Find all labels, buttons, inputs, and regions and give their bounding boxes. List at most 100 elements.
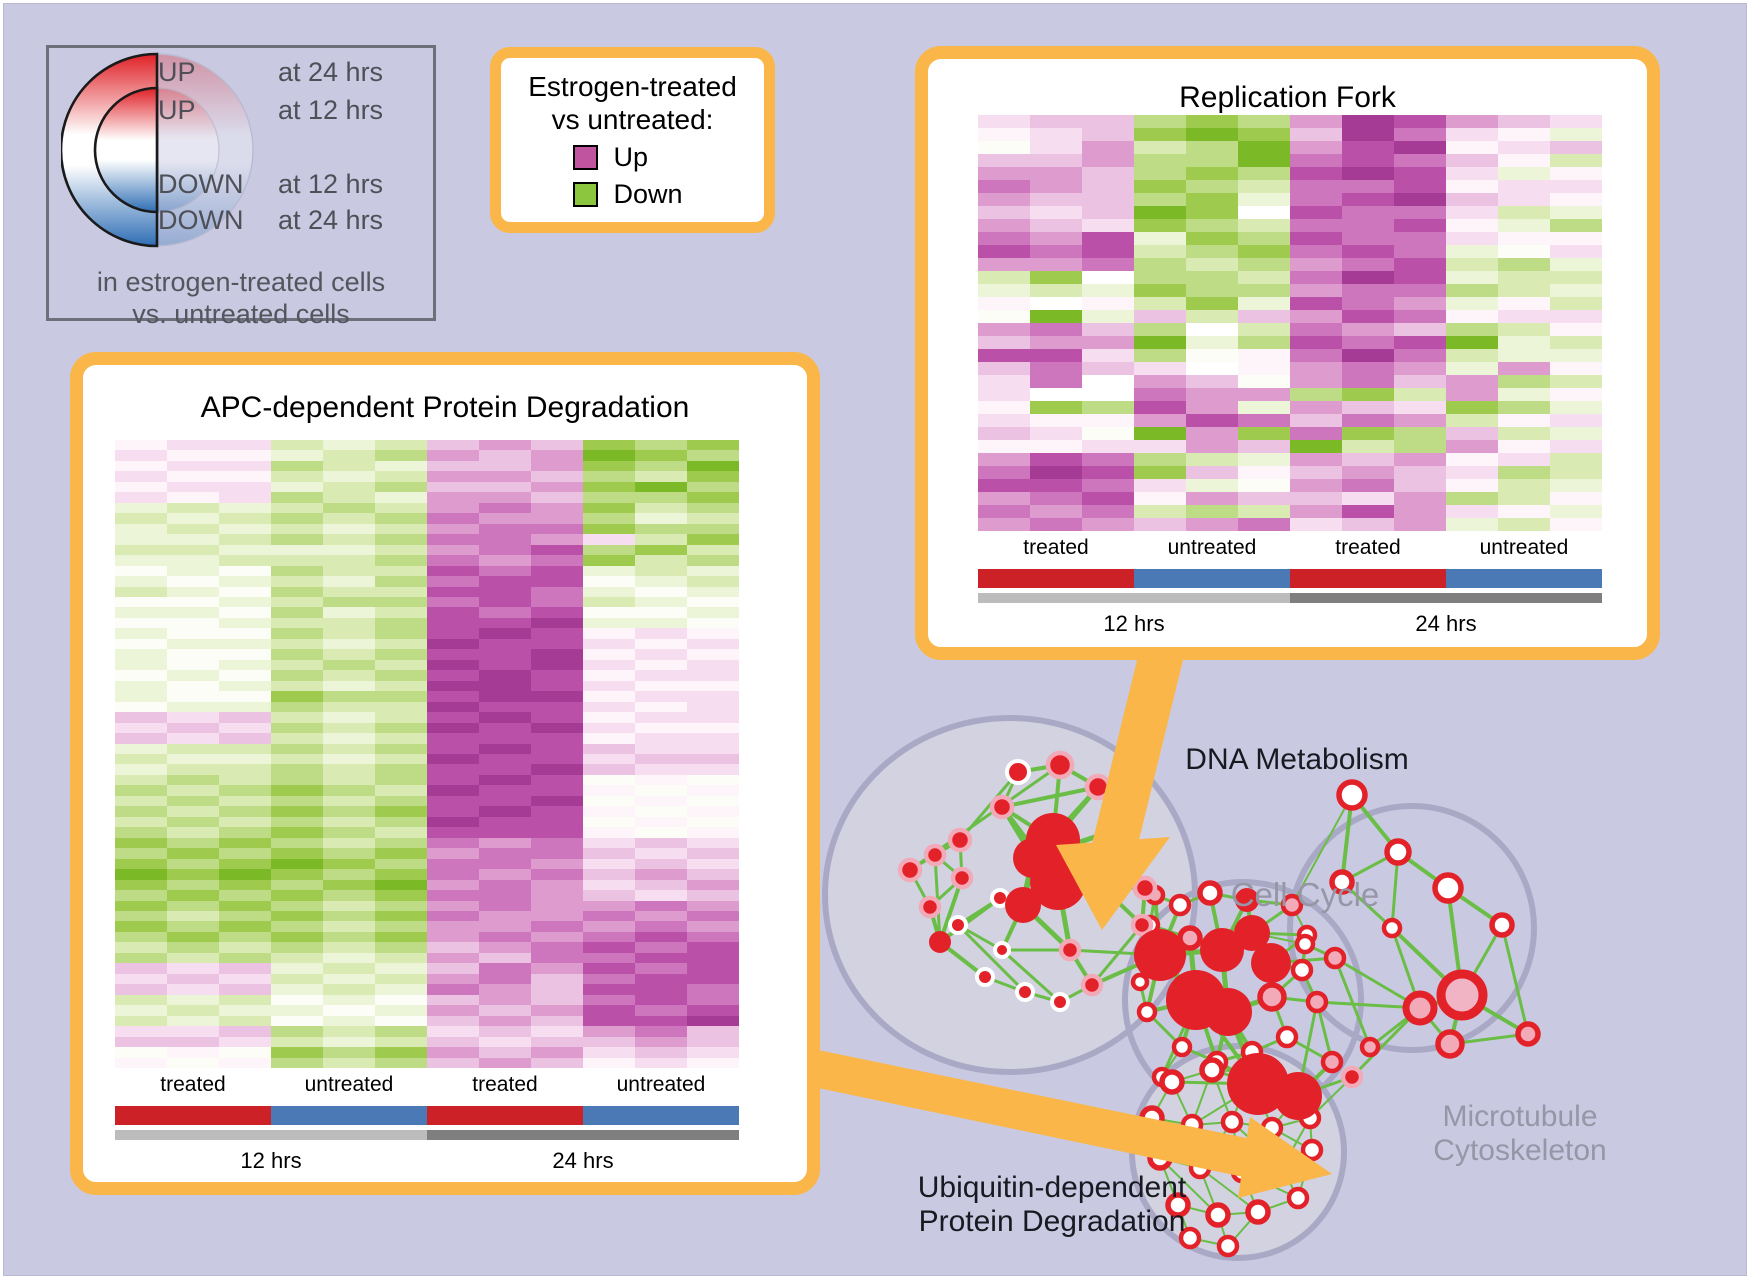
- heatmap-cell: [479, 471, 531, 482]
- heatmap-cell: [1394, 323, 1446, 336]
- group-label: untreated: [616, 1073, 706, 1096]
- heatmap-cell: [427, 994, 479, 1006]
- heatmap-cell: [167, 460, 219, 472]
- heatmap-cell: [479, 774, 531, 786]
- heatmap-cell: [1134, 427, 1186, 440]
- heatmap-cell: [1082, 336, 1134, 349]
- heatmap-cell: [1446, 115, 1498, 128]
- heatmap-cell: [271, 1036, 323, 1048]
- heatmap-cell: [1030, 180, 1082, 193]
- heatmap-cell: [479, 701, 531, 713]
- heatmap-cell: [427, 607, 479, 618]
- heatmap-cell: [1498, 401, 1550, 414]
- heatmap-cell: [427, 900, 479, 911]
- heatmap-cell: [271, 743, 323, 754]
- heatmap-cell: [1030, 492, 1082, 505]
- heatmap-cell: [687, 994, 739, 1006]
- heatmap-cell: [271, 858, 323, 870]
- heatmap-cell: [167, 869, 219, 880]
- heatmap-cell: [323, 952, 375, 964]
- network-edge: [933, 853, 942, 944]
- network-node: [1200, 928, 1244, 972]
- heatmap-cell: [1446, 154, 1498, 167]
- heatmap-cell: [427, 576, 479, 587]
- heatmap-cell: [1498, 232, 1550, 245]
- network-node: [1166, 970, 1226, 1030]
- heatmap-cell: [1238, 271, 1290, 284]
- heatmap-cell: [375, 596, 427, 608]
- heatmap-cell: [1082, 388, 1134, 401]
- heatmap-cell: [271, 596, 323, 608]
- heatmap-cell: [323, 534, 375, 545]
- heatmap-cell: [479, 869, 531, 880]
- heatmap-cell: [427, 471, 479, 482]
- rf-group-bars: [978, 569, 1602, 588]
- heatmap-cell: [635, 984, 687, 995]
- heatmap-cell: [375, 607, 427, 618]
- heatmap-cell: [1550, 245, 1602, 258]
- heatmap-cell: [1186, 323, 1238, 336]
- heatmap-cell: [687, 1005, 739, 1016]
- heatmap-cell: [323, 1057, 375, 1068]
- heatmap-cell: [583, 753, 635, 765]
- heatmap-cell: [479, 649, 531, 660]
- heatmap-cell: [271, 628, 323, 639]
- heatmap-cell: [1082, 115, 1134, 128]
- heatmap-cell: [219, 628, 271, 639]
- heatmap-cell: [375, 712, 427, 723]
- heatmap-cell: [271, 450, 323, 461]
- heatmap-cell: [479, 806, 531, 817]
- heatmap-cell: [1238, 128, 1290, 141]
- heatmap-cell: [1290, 518, 1342, 531]
- heatmap-cell: [479, 942, 531, 953]
- heatmap-cell: [1186, 219, 1238, 232]
- heatmap-cell: [1550, 440, 1602, 453]
- heatmap-cell: [219, 492, 271, 503]
- heatmap-cell: [427, 848, 479, 859]
- heatmap-cell: [219, 1005, 271, 1016]
- heatmap-cell: [115, 596, 167, 608]
- heatmap-cell: [531, 691, 583, 702]
- heatmap-cell: [375, 513, 427, 524]
- heatmap-cell: [115, 670, 167, 681]
- heatmap-cell: [219, 816, 271, 828]
- heatmap-cell: [479, 638, 531, 650]
- ring-time-12-down: at 12 hrs: [278, 169, 384, 199]
- heatmap-cell: [1134, 479, 1186, 492]
- heatmap-cell: [1446, 479, 1498, 492]
- network-node: [993, 941, 1011, 959]
- heatmap-cell: [1186, 271, 1238, 284]
- heatmap-cell: [271, 523, 323, 535]
- heatmap-cell: [583, 628, 635, 639]
- heatmap-cell: [1342, 206, 1394, 219]
- heatmap-cell: [1290, 427, 1342, 440]
- heatmap-cell: [375, 973, 427, 985]
- heatmap-cell: [1290, 362, 1342, 375]
- heatmap-cell: [583, 1047, 635, 1058]
- heatmap-cell: [115, 827, 167, 838]
- heatmap-cell: [1342, 219, 1394, 232]
- heatmap-cell: [635, 722, 687, 734]
- heatmap-cell: [978, 414, 1030, 427]
- heatmap-cell: [323, 460, 375, 472]
- heatmap-cell: [375, 1047, 427, 1058]
- heatmap-cell: [1134, 232, 1186, 245]
- heatmap-cell: [219, 994, 271, 1006]
- heatmap-cell: [479, 931, 531, 943]
- heatmap-cell: [978, 245, 1030, 258]
- heatmap-cell: [271, 534, 323, 545]
- heatmap-cell: [167, 879, 219, 891]
- heatmap-cell: [219, 576, 271, 587]
- heatmap-cell: [1498, 141, 1550, 154]
- heatmap-cell: [375, 774, 427, 786]
- heatmap-cell: [219, 649, 271, 660]
- heatmap-cell: [115, 607, 167, 618]
- heatmap-cell: [1186, 193, 1238, 206]
- heatmap-cell: [1238, 154, 1290, 167]
- heatmap-cell: [375, 555, 427, 566]
- heatmap-cell: [531, 858, 583, 870]
- heatmap-cell: [531, 502, 583, 514]
- heatmap-cell: [479, 848, 531, 859]
- heatmap-cell: [219, 1036, 271, 1048]
- heatmap-cell: [531, 659, 583, 671]
